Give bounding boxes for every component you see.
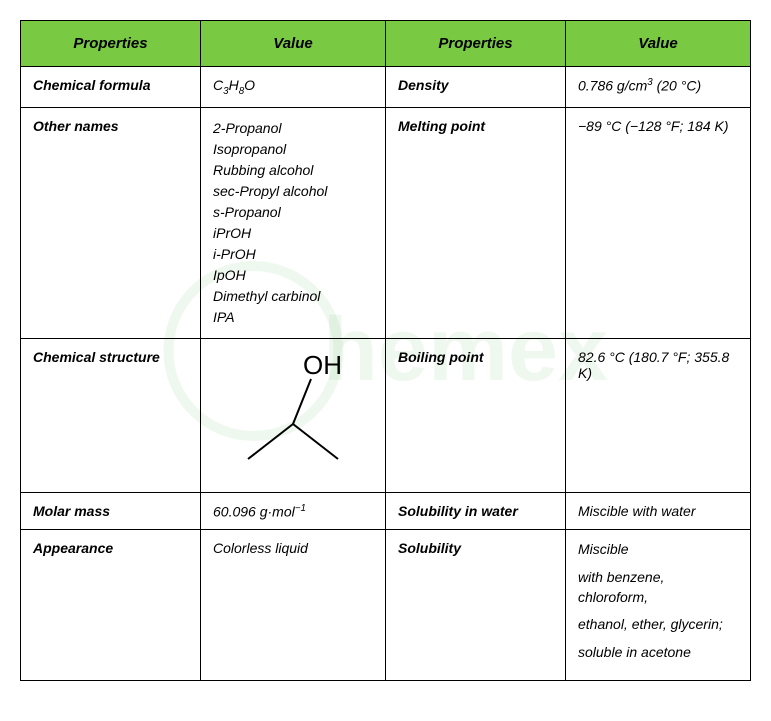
svg-text:OH: OH xyxy=(303,350,342,380)
structure-svg: OH xyxy=(223,349,363,479)
prop-label: Other names xyxy=(21,107,201,338)
prop-value: −89 °C (−128 °F; 184 K) xyxy=(566,107,751,338)
header-row: Properties Value Properties Value xyxy=(21,21,751,67)
table-row: Other names 2-PropanolIsopropanolRubbing… xyxy=(21,107,751,338)
table-row: Appearance Colorless liquid Solubility M… xyxy=(21,530,751,681)
prop-value: Miscible with water xyxy=(566,492,751,530)
prop-value: Colorless liquid xyxy=(201,530,386,681)
prop-label: Solubility in water xyxy=(386,492,566,530)
prop-label: Boiling point xyxy=(386,338,566,492)
prop-value: 0.786 g/cm3 (20 °C) xyxy=(566,67,751,108)
prop-label: Chemical formula xyxy=(21,67,201,108)
prop-label: Molar mass xyxy=(21,492,201,530)
prop-label: Chemical structure xyxy=(21,338,201,492)
prop-value: 82.6 °C (180.7 °F; 355.8 K) xyxy=(566,338,751,492)
table-row: Chemical structure OH Boiling point 82.6… xyxy=(21,338,751,492)
table-row: Molar mass 60.096 g·mol−1 Solubility in … xyxy=(21,492,751,530)
prop-value: 60.096 g·mol−1 xyxy=(201,492,386,530)
table-row: Chemical formula C3H8O Density 0.786 g/c… xyxy=(21,67,751,108)
prop-value: C3H8O xyxy=(201,67,386,108)
prop-label: Appearance xyxy=(21,530,201,681)
header-properties-1: Properties xyxy=(21,21,201,67)
properties-table: Properties Value Properties Value Chemic… xyxy=(20,20,751,681)
prop-value: Misciblewith benzene, chloroform,ethanol… xyxy=(566,530,751,681)
prop-label: Density xyxy=(386,67,566,108)
header-properties-2: Properties xyxy=(386,21,566,67)
prop-label: Solubility xyxy=(386,530,566,681)
chemical-structure-cell: OH xyxy=(201,338,386,492)
header-value-2: Value xyxy=(566,21,751,67)
prop-label: Melting point xyxy=(386,107,566,338)
prop-value: 2-PropanolIsopropanolRubbing alcoholsec-… xyxy=(201,107,386,338)
header-value-1: Value xyxy=(201,21,386,67)
